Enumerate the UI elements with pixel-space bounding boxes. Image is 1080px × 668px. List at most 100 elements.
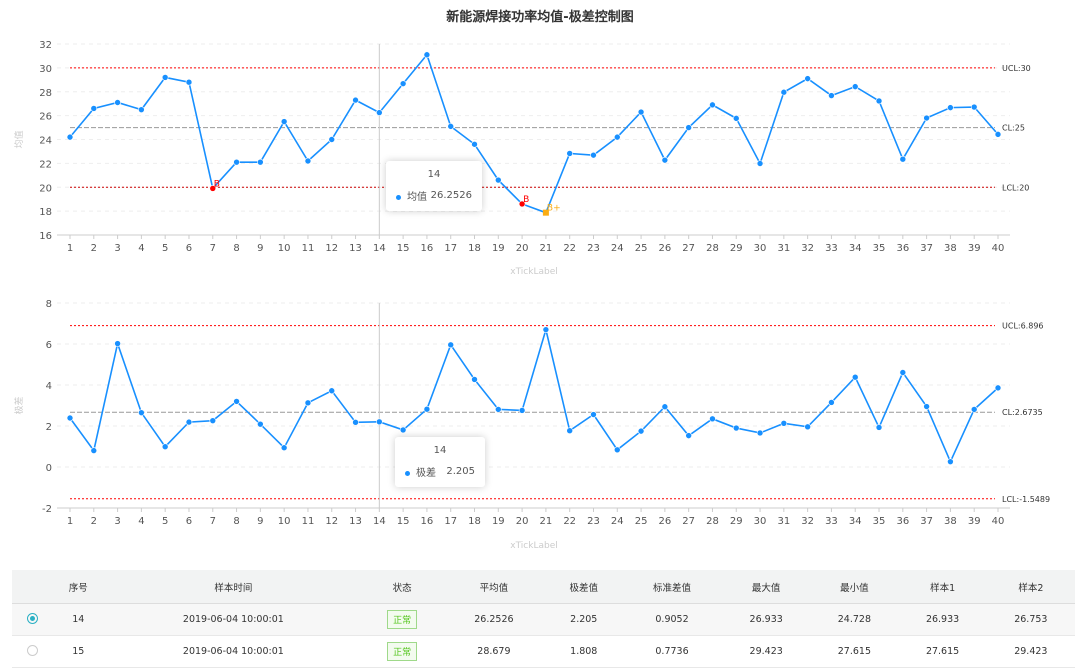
data-point [138,409,145,416]
data-point [923,403,930,410]
y-tick-label: 8 [46,299,52,310]
data-point [685,124,692,131]
data-point [970,103,978,111]
x-tick-label: 21 [540,516,553,527]
data-point [828,92,835,99]
x-tick-label: 4 [138,243,144,254]
x-tick-label: 13 [349,243,362,254]
x-tick-label: 37 [920,516,933,527]
x-tick-label: 8 [233,243,239,254]
x-tick-label: 34 [849,243,862,254]
x-axis-title: xTickLabel [510,541,558,551]
x-tick-label: 28 [706,516,719,527]
y-tick-label: 24 [39,136,52,147]
data-point [304,399,312,407]
x-tick-label: 15 [397,243,410,254]
data-point [518,407,526,414]
x-tick-label: 5 [162,516,168,527]
cell: 26.933 [722,603,811,636]
x-tick-label: 26 [659,243,672,254]
data-point [756,160,764,167]
data-point [114,99,121,106]
data-point [90,447,98,454]
x-tick-label: 35 [873,516,886,527]
x-tick-label: 39 [968,516,981,527]
status-badge: 正常 [387,610,418,629]
series-dot-icon [405,471,410,476]
y-tick-label: 22 [39,159,52,170]
data-point [233,158,240,166]
data-point [185,418,193,426]
x-tick-label: 21 [540,243,553,254]
data-point [709,415,716,423]
data-point [756,429,764,437]
row-radio[interactable] [26,644,38,656]
x-tick-label: 14 [373,516,386,527]
status-badge: 正常 [387,642,418,661]
data-point [851,83,859,90]
x-tick-label: 38 [944,516,957,527]
data-point [542,326,550,333]
x-tick-label: 11 [302,516,315,527]
x-tick-label: 6 [186,243,192,254]
table-row[interactable]: 14 2019-06-04 10:00:01 正常 26.2526 2.205 … [12,603,1075,636]
x-tick-label: 12 [325,243,338,254]
data-point [566,150,573,157]
data-point [423,51,431,59]
x-tick-label: 28 [706,243,719,254]
data-point [399,426,407,434]
x-tick-label: 29 [730,243,743,254]
data-point [875,424,883,431]
data-point [613,446,621,454]
y-axis-title: 均值 [13,130,25,148]
control-line-label: CL:25 [1002,124,1025,133]
x-tick-label: 4 [138,516,144,527]
cell: 26.753 [986,603,1075,636]
series-line [69,326,999,464]
data-point [423,405,431,413]
data-point [185,78,193,86]
x-tick-label: 18 [468,243,481,254]
data-point [114,340,121,347]
data-point [899,369,907,376]
x-tick-label: 37 [920,243,933,254]
data-point [851,373,859,381]
x-tick-label: 16 [421,516,434,527]
x-tick-label: 17 [444,516,457,527]
data-point [709,101,716,109]
tooltip-series: 极差 [416,468,436,479]
control-line-label: LCL:-1.5489 [1002,495,1050,504]
data-point [947,104,954,111]
data-point [209,185,217,192]
data-point [66,133,74,141]
tooltip-series: 均值 [407,192,427,203]
y-tick-label: 16 [39,231,52,242]
data-point [471,140,478,148]
control-line-label: CL:2.6735 [1002,408,1043,417]
x-tick-label: 2 [91,243,97,254]
x-tick-label: 34 [849,516,862,527]
data-point [471,376,478,383]
data-point [376,109,383,116]
x-tick-label: 1 [67,516,73,527]
data-point [66,414,74,422]
col-header: 平均值 [442,570,546,604]
control-line-label: LCL:20 [1002,183,1029,192]
data-point [923,114,930,122]
data-point [209,417,217,424]
data-point [590,151,597,159]
data-point [970,406,978,413]
x-tick-label: 38 [944,243,957,254]
data-point [376,418,383,426]
x-tick-label: 25 [635,516,648,527]
y-tick-label: 30 [39,64,52,75]
row-radio[interactable] [26,612,38,624]
y-tick-label: 32 [39,40,52,51]
tooltip-title: 14 [427,169,441,180]
x-tick-label: 3 [114,243,120,254]
x-tick-label: 6 [186,516,192,527]
tooltip-title: 14 [433,445,447,456]
data-point [495,176,502,184]
col-header: 最小值 [810,570,899,604]
x-tick-label: 33 [825,516,838,527]
